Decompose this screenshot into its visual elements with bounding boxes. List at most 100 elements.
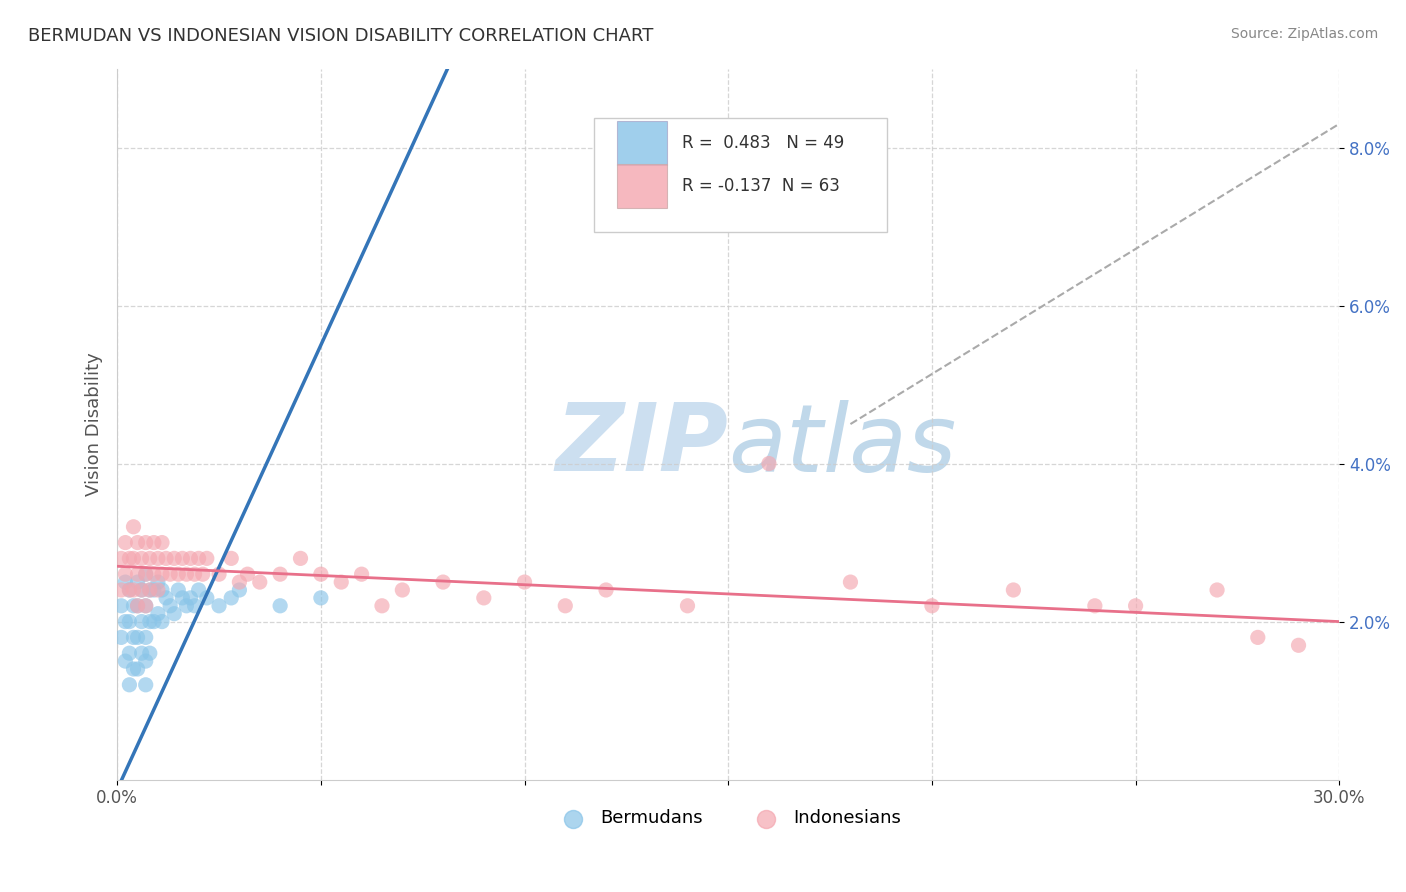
Point [114,567,136,582]
Point [228,582,250,597]
Point [163,551,186,566]
Point [371,599,394,613]
Point [167,567,190,582]
Point [122,582,145,597]
Point [758,203,780,218]
Point [135,631,157,645]
Point [513,575,536,590]
Point [150,582,173,597]
Point [122,599,145,613]
Point [676,599,699,613]
Point [142,582,165,597]
Point [118,551,141,566]
Point [127,567,149,582]
Point [127,575,149,590]
Point [330,575,353,590]
Point [1206,582,1229,597]
Point [131,615,153,629]
Point [839,575,862,590]
Point [131,646,153,660]
Point [146,575,169,590]
Point [290,551,312,566]
Point [309,591,332,605]
Legend: Bermudans, Indonesians: Bermudans, Indonesians [548,802,908,835]
Point [191,567,214,582]
Point [236,567,259,582]
Point [127,599,149,613]
Point [114,615,136,629]
Point [118,582,141,597]
Point [142,567,165,582]
Point [195,551,218,566]
Point [118,678,141,692]
Point [127,535,149,549]
Point [131,582,153,597]
Point [127,631,149,645]
Text: BERMUDAN VS INDONESIAN VISION DISABILITY CORRELATION CHART: BERMUDAN VS INDONESIAN VISION DISABILITY… [28,27,654,45]
FancyBboxPatch shape [617,164,666,208]
Point [139,582,162,597]
Point [180,551,202,566]
Point [118,615,141,629]
Point [139,646,162,660]
Text: atlas: atlas [728,400,956,491]
Point [118,646,141,660]
Point [110,599,132,613]
Point [1084,599,1107,613]
Point [139,582,162,597]
Point [269,567,291,582]
Point [176,599,198,613]
Point [595,582,617,597]
Point [172,591,194,605]
Point [176,567,198,582]
Text: R =  0.483   N = 49: R = 0.483 N = 49 [682,134,844,153]
Point [167,582,190,597]
Point [114,575,136,590]
Point [758,457,780,471]
Point [122,551,145,566]
Point [146,607,169,621]
FancyBboxPatch shape [617,121,666,165]
Point [110,551,132,566]
Point [432,575,454,590]
Point [180,591,202,605]
Point [122,520,145,534]
Point [554,599,576,613]
Point [142,615,165,629]
Point [135,678,157,692]
Point [172,551,194,566]
Point [159,567,181,582]
Point [150,535,173,549]
Point [135,599,157,613]
Point [187,582,209,597]
Text: ZIP: ZIP [555,400,728,491]
Point [208,567,231,582]
Point [1125,599,1147,613]
Point [135,567,157,582]
Point [195,591,218,605]
Point [142,535,165,549]
Point [135,599,157,613]
Point [219,551,242,566]
Point [139,615,162,629]
Point [219,591,242,605]
Point [155,591,177,605]
Point [122,662,145,676]
Point [114,654,136,668]
Point [114,535,136,549]
Point [1002,582,1025,597]
Point [183,567,205,582]
Text: Source: ZipAtlas.com: Source: ZipAtlas.com [1230,27,1378,41]
Point [921,599,943,613]
Point [183,599,205,613]
FancyBboxPatch shape [593,119,887,232]
Point [269,599,291,613]
Point [1247,631,1270,645]
Point [146,551,169,566]
Point [150,567,173,582]
Point [127,662,149,676]
Point [131,582,153,597]
Point [350,567,373,582]
Point [150,615,173,629]
Point [139,551,162,566]
